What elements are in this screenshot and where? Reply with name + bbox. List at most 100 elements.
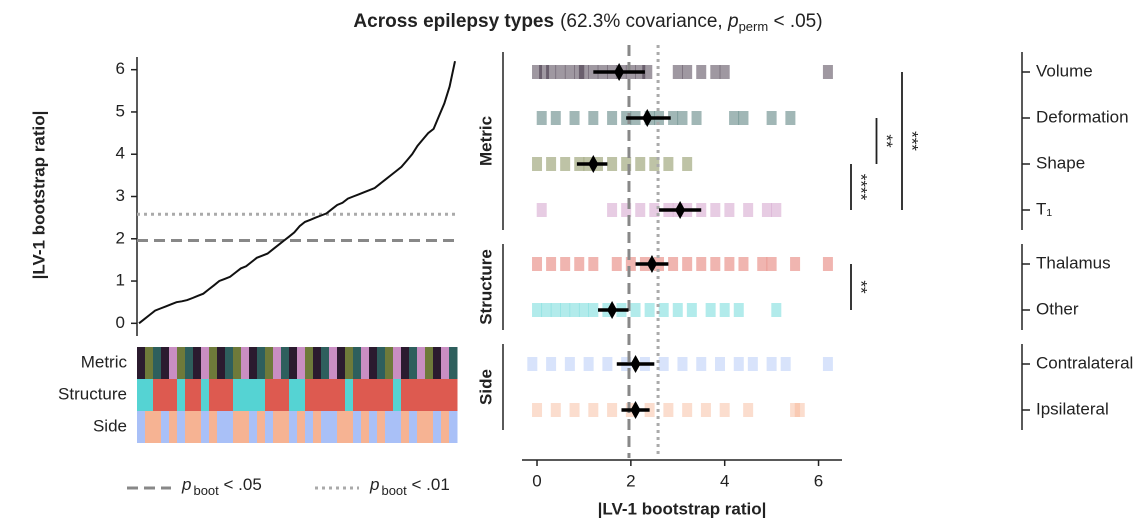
strip-point bbox=[729, 111, 740, 125]
strip-point bbox=[724, 203, 735, 217]
strip-cell bbox=[449, 347, 458, 379]
mean-marker bbox=[630, 401, 641, 419]
strip-cell bbox=[393, 347, 402, 379]
strip-point bbox=[546, 157, 557, 171]
y-tick-label: 5 bbox=[116, 101, 125, 120]
strip-point bbox=[663, 157, 674, 171]
strip-point bbox=[761, 203, 772, 217]
strip-point bbox=[564, 65, 575, 79]
strip-cell bbox=[265, 411, 274, 443]
strip-point bbox=[546, 65, 557, 79]
strip-cell bbox=[313, 347, 322, 379]
strip-point bbox=[649, 203, 660, 217]
strip-point bbox=[715, 357, 726, 371]
group-label: Metric bbox=[476, 116, 495, 166]
significance-label: *** bbox=[903, 131, 922, 151]
strip-cell bbox=[425, 347, 434, 379]
strip-cell bbox=[409, 379, 418, 411]
strip-cell bbox=[409, 347, 418, 379]
title-subscript: perm bbox=[739, 19, 769, 34]
strip-point bbox=[569, 111, 580, 125]
strip-cell bbox=[257, 347, 266, 379]
strip-cell bbox=[321, 411, 330, 443]
mean-marker bbox=[675, 201, 686, 219]
strip-point bbox=[757, 257, 768, 271]
strip-cell bbox=[361, 379, 370, 411]
strip-point bbox=[766, 257, 777, 271]
strip-point bbox=[532, 403, 543, 417]
strip-cell bbox=[185, 347, 194, 379]
row-label: Contralateral bbox=[1036, 353, 1133, 372]
strip-cell bbox=[313, 379, 322, 411]
strip-label: Side bbox=[93, 416, 127, 435]
group-label: Side bbox=[476, 369, 495, 405]
strip-cell bbox=[425, 411, 434, 443]
strip-point bbox=[635, 203, 646, 217]
strip-cell bbox=[393, 379, 402, 411]
strip-cell bbox=[249, 411, 258, 443]
strip-cell bbox=[193, 411, 202, 443]
strip-cell bbox=[265, 347, 274, 379]
strip-cell bbox=[353, 347, 362, 379]
strip-point bbox=[668, 111, 679, 125]
strip-point bbox=[550, 403, 561, 417]
strip-point bbox=[696, 357, 707, 371]
significance-label: **** bbox=[852, 174, 871, 201]
strip-cell bbox=[153, 379, 162, 411]
strip-cell bbox=[441, 411, 450, 443]
strip-cell bbox=[433, 379, 442, 411]
strip-cell bbox=[201, 411, 210, 443]
strip-cell bbox=[217, 347, 226, 379]
strip-cell bbox=[289, 379, 298, 411]
strip-point bbox=[682, 403, 693, 417]
strip-point bbox=[794, 403, 805, 417]
strip-cell bbox=[385, 379, 394, 411]
strip-cell bbox=[217, 379, 226, 411]
strip-cell bbox=[401, 379, 410, 411]
mean-marker bbox=[642, 109, 653, 127]
strip-cell bbox=[273, 347, 282, 379]
strip-point bbox=[822, 357, 833, 371]
strip-cell bbox=[193, 347, 202, 379]
strip-cell bbox=[433, 411, 442, 443]
row-label: Other bbox=[1036, 299, 1079, 318]
strip-point bbox=[607, 203, 618, 217]
strip-point bbox=[564, 357, 575, 371]
strip-cell bbox=[137, 411, 146, 443]
strip-cell bbox=[449, 379, 458, 411]
strip-point bbox=[738, 257, 749, 271]
strip-cell bbox=[145, 347, 154, 379]
legend-text: < .01 bbox=[407, 475, 450, 494]
data-line bbox=[138, 60, 456, 325]
strip-cell bbox=[193, 379, 202, 411]
strip-point bbox=[527, 357, 538, 371]
mean-marker bbox=[630, 355, 641, 373]
strip-point bbox=[766, 357, 777, 371]
strip-cell bbox=[377, 411, 386, 443]
y-tick-label: 3 bbox=[116, 186, 125, 205]
strip-point bbox=[672, 65, 683, 79]
y-tick-label: 6 bbox=[116, 59, 125, 78]
strip-point bbox=[719, 303, 730, 317]
strip-point bbox=[560, 257, 571, 271]
strip-point bbox=[733, 303, 744, 317]
strip-point bbox=[588, 257, 599, 271]
y-tick-label: 0 bbox=[116, 313, 125, 332]
title-detail: (62.3% covariance, bbox=[560, 11, 728, 32]
strip-point bbox=[550, 111, 561, 125]
y-tick-label: 4 bbox=[116, 144, 125, 163]
legend-label: p boot < .01 bbox=[369, 475, 450, 498]
strip-cell bbox=[369, 411, 378, 443]
mean-marker bbox=[588, 155, 599, 173]
strip-cell bbox=[361, 347, 370, 379]
strip-cell bbox=[169, 411, 178, 443]
row-label: Deformation bbox=[1036, 107, 1129, 126]
strip-cell bbox=[401, 411, 410, 443]
x-tick-label: 0 bbox=[532, 471, 541, 490]
strip-cell bbox=[209, 347, 218, 379]
strip-cell bbox=[385, 347, 394, 379]
y-axis-label: |LV-1 bootstrap ratio| bbox=[29, 111, 48, 280]
strip-cell bbox=[241, 347, 250, 379]
strip-cell bbox=[345, 347, 354, 379]
